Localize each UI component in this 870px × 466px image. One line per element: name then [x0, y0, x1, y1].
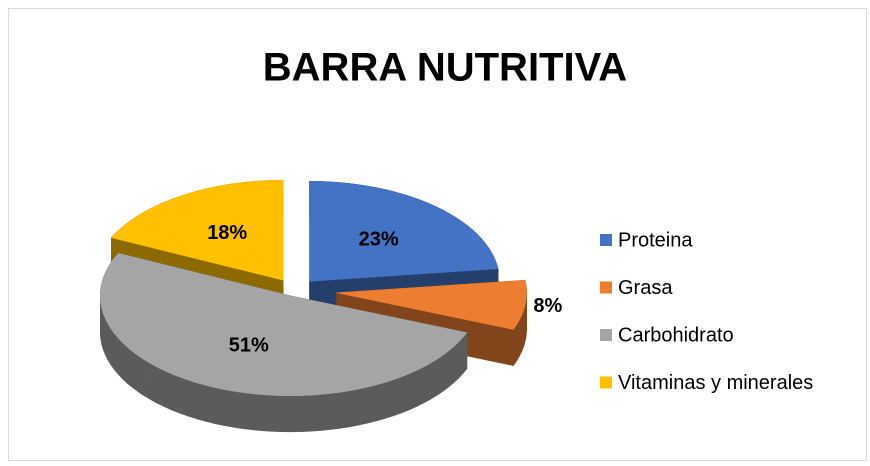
data-label: 51% — [229, 335, 269, 357]
slice-side — [416, 366, 425, 407]
slice-side — [188, 379, 198, 420]
legend-label: Vitaminas y minerales — [618, 372, 813, 394]
slice-side — [205, 385, 216, 424]
slice-side — [127, 346, 134, 389]
slice-side — [103, 313, 106, 355]
slice-side — [462, 331, 468, 375]
slice-side — [113, 332, 119, 376]
slice-side — [290, 395, 302, 433]
slice-side — [105, 318, 109, 360]
slice-side — [430, 358, 438, 400]
slice-side — [320, 393, 331, 431]
slice-side — [150, 363, 159, 405]
slice-side — [251, 393, 263, 432]
legend-swatch — [600, 234, 612, 246]
slice-side — [132, 351, 139, 393]
slice-side — [144, 359, 152, 401]
data-label: 8% — [533, 295, 562, 317]
legend-swatch — [600, 376, 612, 389]
slice-side — [384, 379, 394, 419]
slice-side — [214, 387, 225, 426]
slice-side — [519, 315, 523, 357]
slice-side — [300, 394, 312, 432]
slice-side — [329, 392, 341, 430]
slice-side — [242, 392, 253, 431]
slice-side — [401, 373, 410, 414]
legend-label: Carbohidrato — [618, 324, 734, 346]
data-label: 18% — [207, 222, 247, 244]
slice-side — [516, 318, 520, 362]
slice-side — [310, 394, 321, 432]
slice-side — [442, 350, 450, 392]
slice-side — [448, 345, 455, 388]
slice-side — [376, 382, 386, 422]
slice-side — [339, 390, 350, 429]
slice — [336, 279, 527, 330]
slice — [100, 252, 468, 397]
slice-side — [367, 384, 377, 424]
slice-side — [138, 355, 145, 397]
legend-swatch — [600, 281, 612, 294]
slice-side — [232, 390, 243, 429]
slice-side — [164, 370, 174, 411]
slice-side — [458, 336, 464, 379]
slice — [110, 179, 284, 281]
slice-side — [157, 367, 166, 408]
slice-side — [271, 395, 282, 432]
slice-side — [423, 362, 431, 404]
slice-side — [348, 388, 359, 428]
slice-side — [261, 394, 272, 432]
slice-side — [196, 382, 207, 422]
legend-swatch — [600, 329, 612, 341]
slice-side — [393, 376, 402, 417]
slice-side — [172, 373, 181, 414]
slice-side — [436, 354, 444, 396]
slice-side — [223, 389, 234, 428]
slice-side — [110, 327, 115, 371]
slice-side — [281, 395, 292, 433]
slice-side — [117, 337, 123, 380]
slice-side — [122, 342, 128, 385]
slice — [309, 181, 499, 282]
slice-side — [358, 386, 368, 426]
slice-side — [513, 323, 517, 367]
legend-label: Grasa — [618, 277, 673, 299]
slice-side — [180, 377, 190, 417]
chart-title: BARRA NUTRITIVA — [263, 46, 627, 90]
slice-side — [408, 369, 418, 411]
slice-side — [453, 341, 460, 384]
data-label: 23% — [359, 228, 399, 250]
legend-label: Proteina — [618, 229, 693, 251]
slice-side — [107, 322, 112, 366]
slice-group — [99, 252, 468, 433]
